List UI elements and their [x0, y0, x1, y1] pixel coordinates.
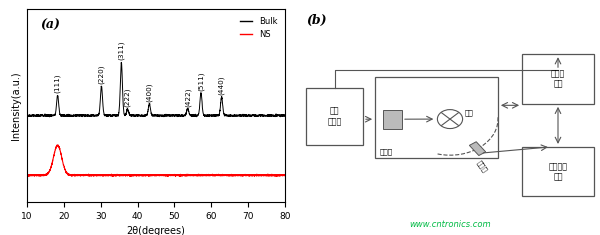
Text: 测量记录
系统: 测量记录 系统	[548, 162, 568, 181]
Text: (111): (111)	[55, 74, 61, 93]
Text: 射线
发生器: 射线 发生器	[328, 107, 341, 126]
Bar	[375, 77, 498, 158]
Text: (440): (440)	[218, 75, 225, 95]
Bar	[522, 54, 594, 104]
Text: (511): (511)	[198, 72, 204, 91]
Text: 探测器: 探测器	[476, 159, 488, 173]
Polygon shape	[469, 142, 486, 156]
Text: www.cntronics.com: www.cntronics.com	[409, 220, 491, 229]
Text: 计算机
系统: 计算机 系统	[551, 70, 565, 89]
Text: (311): (311)	[118, 41, 125, 60]
Text: (422): (422)	[184, 87, 191, 106]
Text: 样品: 样品	[465, 110, 474, 116]
Bar	[306, 88, 363, 145]
Text: (222): (222)	[124, 88, 131, 107]
Y-axis label: Intensity(a.u.): Intensity(a.u.)	[11, 71, 22, 140]
X-axis label: 2θ(degrees): 2θ(degrees)	[127, 226, 185, 235]
Text: (b): (b)	[306, 14, 326, 27]
Text: (220): (220)	[98, 65, 105, 84]
Text: 测角仪: 测角仪	[380, 148, 392, 155]
Text: (400): (400)	[146, 82, 152, 102]
Bar	[383, 110, 402, 129]
Bar	[522, 147, 594, 196]
Text: (a): (a)	[40, 19, 60, 32]
Legend: Bulk, NS: Bulk, NS	[236, 14, 281, 42]
